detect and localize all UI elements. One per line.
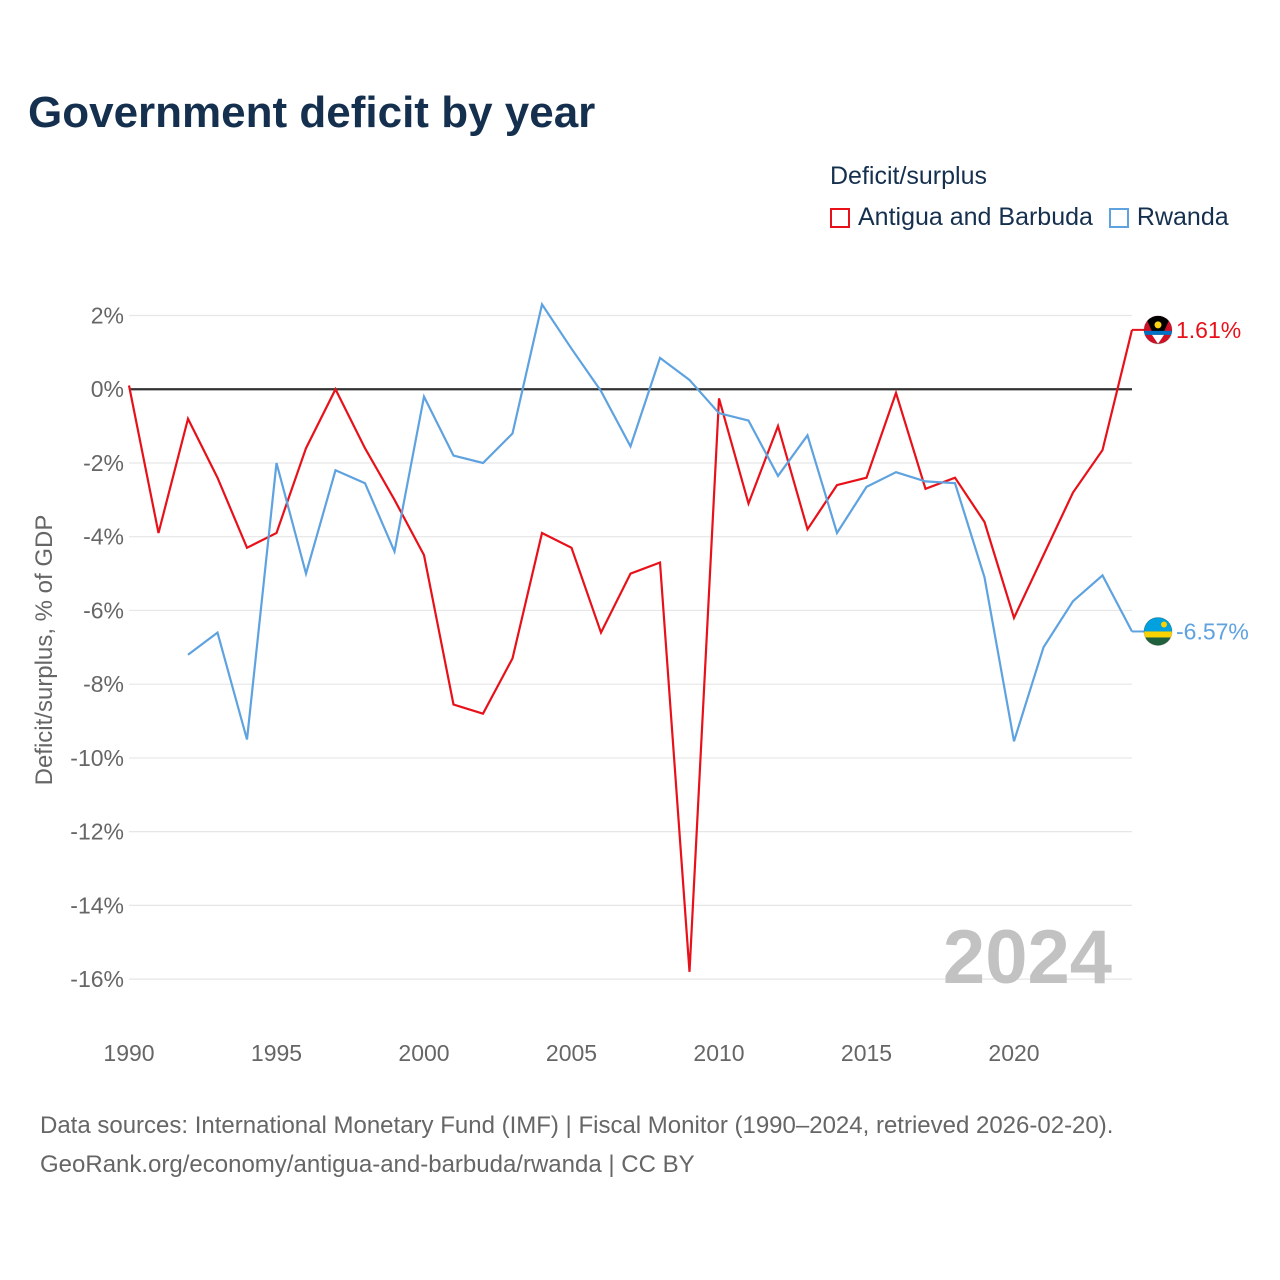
- line-chart: 2% 0% -2% -4% -6% -8% -10% -12% -14% -16% 1990 1995…: [31, 301, 1249, 1066]
- x-tick-label: 2020: [988, 1040, 1039, 1066]
- legend: Deficit/surplus Antigua and Barbuda Rwan…: [830, 162, 1229, 232]
- legend-swatch-antigua-and-barbuda: [830, 207, 850, 228]
- x-tick-label: 2000: [398, 1040, 449, 1066]
- x-tick-label: 2015: [841, 1040, 892, 1066]
- x-tick-label: 2005: [546, 1040, 597, 1066]
- antigua-and-barbuda-flag-icon: [1143, 315, 1173, 345]
- series-line-antigua-and-barbuda[interactable]: [127, 329, 1134, 972]
- y-tick-label: -14%: [70, 892, 124, 918]
- end-value-label-antigua-and-barbuda: 1.61%: [1176, 317, 1241, 343]
- y-tick-label: -12%: [70, 819, 124, 845]
- legend-label-antigua-and-barbuda: Antigua and Barbuda: [858, 203, 1093, 231]
- end-value-label-rwanda: -6.57%: [1176, 618, 1249, 644]
- y-tick-label: -8%: [83, 671, 124, 697]
- y-tick-label: -6%: [83, 597, 124, 623]
- legend-item-antigua-and-barbuda[interactable]: Antigua and Barbuda: [830, 203, 1093, 232]
- source-note: Data sources: International Monetary Fun…: [40, 1106, 1113, 1184]
- y-tick-label: -2%: [83, 450, 124, 476]
- source-line-2[interactable]: GeoRank.org/economy/antigua-and-barbuda/…: [40, 1151, 695, 1178]
- y-tick-label: 0%: [91, 376, 124, 402]
- x-tick-label: 1995: [251, 1040, 302, 1066]
- y-tick-label: -16%: [70, 966, 124, 992]
- legend-label-rwanda: Rwanda: [1136, 203, 1229, 231]
- y-tick-label: -10%: [70, 745, 124, 771]
- series-line-rwanda[interactable]: [187, 301, 1133, 742]
- source-line-1: Data sources: International Monetary Fun…: [40, 1112, 1114, 1139]
- legend-swatch-rwanda: [1108, 207, 1129, 228]
- x-tick-label: 1990: [103, 1040, 154, 1066]
- y-tick-label: -4%: [83, 524, 124, 550]
- y-axis-label: Deficit/surplus, % of GDP: [31, 515, 58, 786]
- year-watermark: 2024: [943, 915, 1112, 1000]
- rwanda-flag-icon: [1143, 616, 1173, 646]
- legend-title: Deficit/surplus: [830, 162, 987, 190]
- legend-item-rwanda[interactable]: Rwanda: [1108, 203, 1229, 232]
- y-tick-label: 2%: [91, 302, 124, 328]
- x-tick-label: 2010: [693, 1040, 744, 1066]
- chart-title: Government deficit by year: [28, 88, 596, 137]
